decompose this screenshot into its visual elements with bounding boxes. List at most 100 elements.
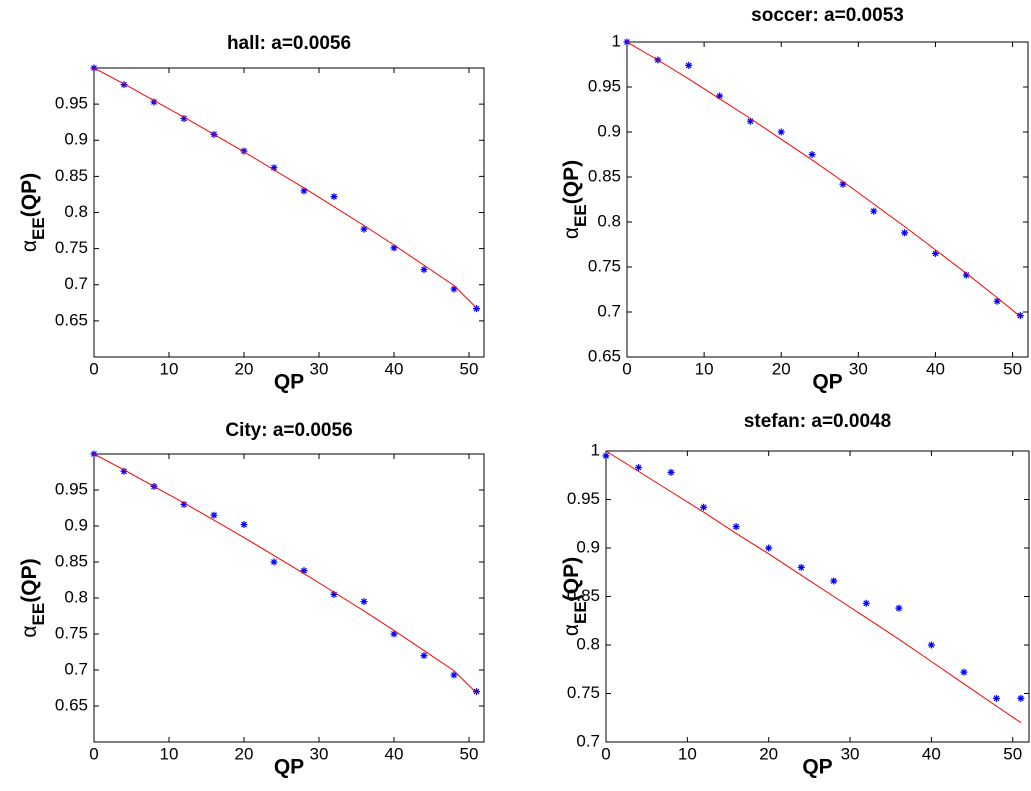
x-tick-label: 0	[601, 744, 610, 763]
data-point	[732, 523, 740, 531]
data-point	[473, 305, 480, 313]
data-point	[450, 285, 458, 293]
data-point	[150, 98, 158, 106]
data-point	[270, 164, 278, 172]
y-tick-label: 0.8	[64, 202, 88, 221]
y-axis-label-part: (QP)	[560, 160, 583, 204]
data-point	[420, 652, 428, 660]
data-point	[1016, 312, 1024, 320]
y-tick-label: 0.75	[567, 683, 600, 702]
data-point	[240, 521, 248, 529]
y-tick-label: 0.7	[64, 274, 88, 293]
y-axis-label-part: α	[560, 227, 583, 239]
x-tick-label: 40	[926, 359, 945, 378]
y-axis-label-part: α	[18, 240, 41, 252]
data-point	[210, 511, 218, 519]
y-tick-label: 0.7	[597, 301, 621, 320]
x-tick-label: 50	[460, 744, 479, 763]
x-tick-label: 30	[841, 744, 860, 763]
y-axis-label-part: EE	[571, 601, 590, 624]
data-point	[240, 147, 248, 155]
data-point	[473, 688, 480, 696]
y-tick-label: 0.95	[567, 489, 600, 508]
fit-line	[93, 453, 477, 694]
data-point	[830, 577, 838, 585]
data-point	[901, 229, 909, 237]
chart-title: hall: a=0.0056	[227, 33, 351, 54]
data-point	[120, 467, 128, 475]
x-tick-label: 50	[460, 359, 479, 378]
y-axis-label-part: EE	[29, 603, 48, 626]
y-tick-label: 0.95	[55, 479, 88, 498]
y-axis-label-part: (QP)	[560, 557, 583, 601]
data-point	[895, 604, 903, 612]
data-point	[360, 225, 368, 233]
data-point	[420, 266, 428, 274]
y-tick-label: 0.7	[576, 731, 600, 750]
y-axis-label-part: (QP)	[18, 173, 41, 217]
x-tick-label: 0	[89, 744, 98, 763]
y-tick-label: 0.95	[588, 76, 621, 95]
data-point	[765, 544, 773, 552]
y-tick-label: 0.75	[588, 256, 621, 275]
x-tick-label: 10	[160, 744, 179, 763]
x-tick-label: 30	[849, 359, 868, 378]
y-tick-label: 0.65	[55, 695, 88, 714]
data-point	[716, 92, 724, 100]
y-axis-label: αEE(QP)	[18, 558, 48, 637]
x-axis-label: QP	[274, 756, 304, 779]
y-tick-label: 0.7	[64, 659, 88, 678]
data-point	[330, 590, 338, 598]
data-point	[270, 558, 278, 566]
y-tick-label: 1	[591, 440, 600, 459]
y-axis-label-part: EE	[29, 217, 48, 240]
data-point	[777, 128, 785, 136]
data-point	[960, 668, 968, 676]
data-point	[180, 115, 188, 123]
fit-line	[605, 450, 1022, 724]
x-tick-label: 30	[310, 744, 329, 763]
y-tick-label: 0.8	[597, 211, 621, 230]
data-point	[700, 503, 708, 511]
data-point	[635, 463, 643, 471]
y-tick-label: 0.8	[576, 634, 600, 653]
data-point	[862, 599, 870, 607]
x-tick-label: 50	[1003, 359, 1022, 378]
data-point	[120, 81, 128, 89]
data-point	[992, 694, 1000, 702]
x-tick-label: 10	[695, 359, 714, 378]
axes-box	[626, 41, 1029, 358]
y-tick-label: 0.85	[567, 586, 600, 605]
subplot: soccer: a=0.0053 QP αEE(QP) 0 10 20 30 40 50 0.65…	[560, 5, 1029, 394]
data-point	[797, 563, 805, 571]
data-point	[300, 187, 308, 195]
y-axis-label-part: α	[560, 624, 583, 636]
x-tick-label: 40	[385, 359, 404, 378]
subplot: City: a=0.0056 QP αEE(QP) 0 10 20 30 40 50 0.65 0.…	[18, 420, 485, 779]
y-tick-label: 0.85	[588, 166, 621, 185]
data-point	[300, 567, 308, 575]
data-point	[993, 297, 1001, 305]
data-point	[390, 630, 398, 638]
data-point	[450, 671, 458, 679]
y-axis-label-part: α	[18, 625, 41, 637]
y-tick-label: 0.75	[55, 623, 88, 642]
y-axis-label-part: EE	[571, 204, 590, 227]
subplot: stefan: a=0.0048 QP αEE(QP) 0 10 20 30 40 50 0.7 0…	[560, 411, 1030, 779]
x-tick-label: 30	[310, 359, 329, 378]
y-tick-label: 0.9	[64, 130, 88, 149]
data-point	[808, 151, 816, 158]
chart-title: stefan: a=0.0048	[744, 411, 891, 432]
y-tick-label: 0.75	[55, 238, 88, 257]
data-point	[839, 180, 847, 188]
axes-box	[93, 67, 485, 358]
data-point	[746, 117, 754, 125]
chart-title: City: a=0.0056	[225, 420, 352, 441]
y-tick-label: 0.9	[64, 515, 88, 534]
y-tick-label: 1	[612, 31, 621, 50]
data-point	[390, 244, 398, 252]
y-tick-label: 0.65	[588, 346, 621, 365]
y-axis-label: αEE(QP)	[18, 173, 48, 252]
y-tick-label: 0.8	[64, 587, 88, 606]
